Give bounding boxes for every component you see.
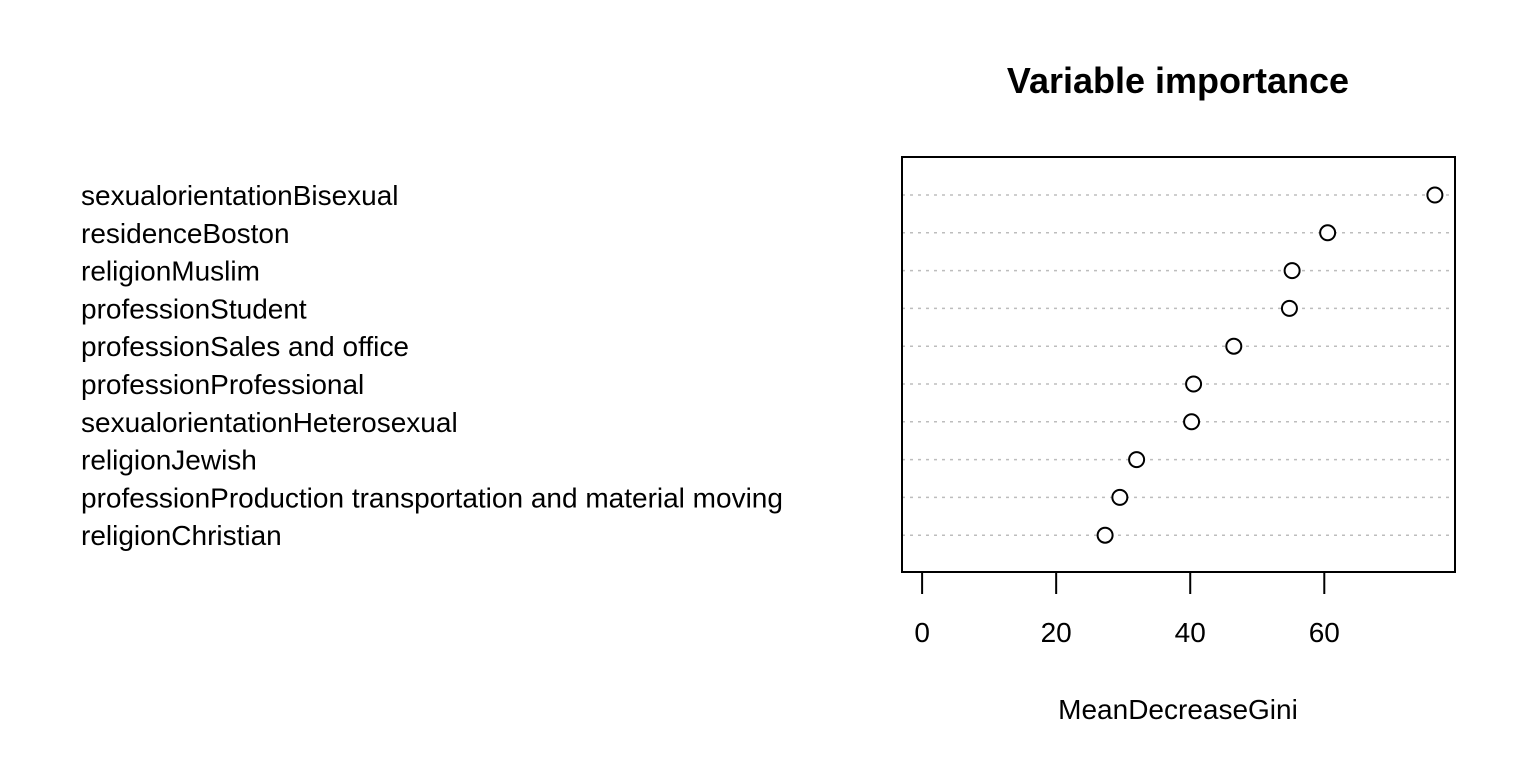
data-points — [1096, 186, 1444, 544]
data-point — [1096, 526, 1114, 544]
variable-label: religionChristian — [81, 520, 282, 551]
variable-label: professionProfessional — [81, 369, 364, 400]
variable-label: professionProduction transportation and … — [81, 482, 783, 513]
data-point — [1225, 337, 1243, 355]
guide-lines — [902, 194, 1455, 536]
data-point — [1280, 299, 1298, 317]
x-axis: 0 20 40 60 — [914, 571, 1340, 648]
data-point — [1283, 262, 1301, 280]
variable-labels: sexualorientationBisexual residenceBoston… — [81, 180, 783, 551]
variable-label: religionMuslim — [81, 256, 260, 287]
data-point — [1183, 413, 1201, 431]
variable-label: religionJewish — [81, 445, 257, 476]
data-point — [1185, 375, 1203, 393]
data-point — [1426, 186, 1444, 204]
x-axis-label: MeanDecreaseGini — [1058, 694, 1298, 725]
x-tick-label: 20 — [1041, 617, 1072, 648]
data-point — [1319, 224, 1337, 242]
variable-label: sexualorientationHeterosexual — [81, 407, 458, 438]
x-tick-label: 0 — [914, 617, 930, 648]
data-point — [1111, 488, 1129, 506]
x-tick-label: 60 — [1309, 617, 1340, 648]
variable-label: professionStudent — [81, 293, 307, 324]
data-point — [1128, 451, 1146, 469]
variable-label: sexualorientationBisexual — [81, 180, 399, 211]
plot-frame — [901, 156, 1456, 573]
variable-label: professionSales and office — [81, 331, 409, 362]
variable-label: residenceBoston — [81, 218, 290, 249]
chart-title: Variable importance — [1007, 60, 1349, 101]
x-tick-label: 40 — [1175, 617, 1206, 648]
